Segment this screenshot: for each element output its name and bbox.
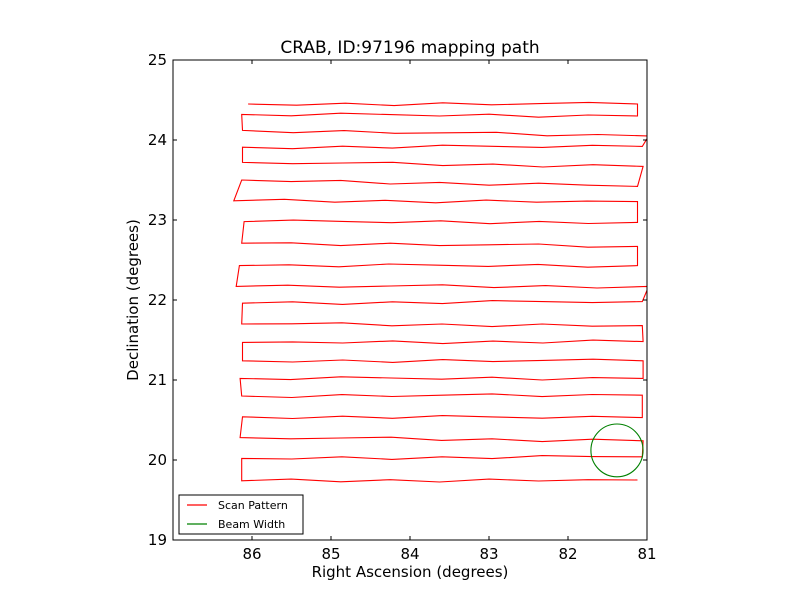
scan-pattern-line <box>232 101 647 483</box>
data-layer <box>232 101 647 483</box>
y-tick-label: 21 <box>148 371 167 389</box>
tick-layer: 86 85 84 83 82 81 19 20 21 22 23 24 25 <box>148 51 657 563</box>
x-tick-label: 84 <box>400 545 419 563</box>
y-tick-label: 19 <box>148 531 167 549</box>
x-tick-label: 82 <box>558 545 577 563</box>
y-tick-label: 25 <box>148 51 167 69</box>
x-tick-label: 83 <box>479 545 498 563</box>
chart-title: CRAB, ID:97196 mapping path <box>280 38 539 58</box>
y-tick-label: 23 <box>148 211 167 229</box>
x-tick-label: 81 <box>637 545 656 563</box>
beam-width-circle <box>590 423 644 478</box>
legend-label: Scan Pattern <box>218 499 288 512</box>
y-tick-label: 20 <box>148 451 167 469</box>
plot-area <box>173 60 647 540</box>
legend: Scan Pattern Beam Width <box>178 494 304 535</box>
legend-label: Beam Width <box>218 518 285 531</box>
x-tick-label: 85 <box>321 545 340 563</box>
legend-box <box>178 494 304 535</box>
y-tick-label: 22 <box>148 291 167 309</box>
x-tick-label: 86 <box>242 545 261 563</box>
y-tick-label: 24 <box>148 131 167 149</box>
x-axis-label: Right Ascension (degrees) <box>312 563 509 581</box>
y-axis-label: Declination (degrees) <box>124 219 142 381</box>
